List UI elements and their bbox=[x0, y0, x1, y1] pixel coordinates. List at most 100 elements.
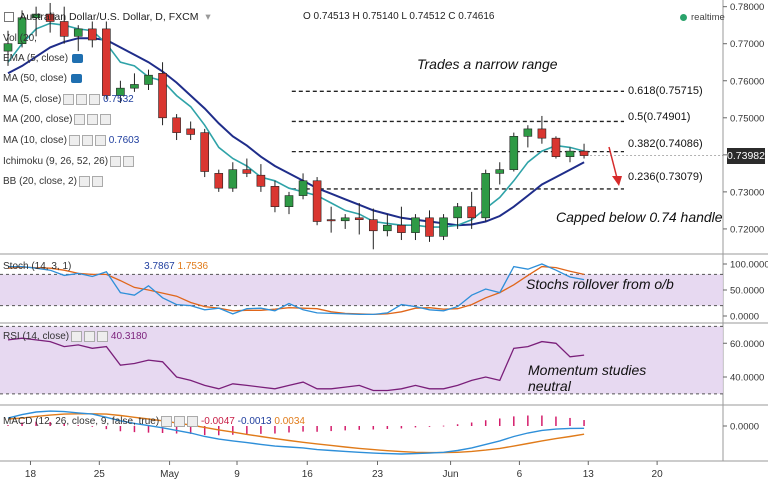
x-tick-label: 9 bbox=[234, 469, 240, 480]
macd-hist-bar bbox=[274, 426, 276, 434]
macd-hist-bar bbox=[344, 426, 346, 431]
indicator-ma200[interactable]: MA (200, close) bbox=[3, 114, 112, 126]
macd-signal-value: 0.0034 bbox=[274, 416, 305, 428]
macd-hist-bar bbox=[21, 422, 23, 426]
y-tick-label: 60.0000 bbox=[730, 339, 764, 350]
settings-icon[interactable] bbox=[161, 416, 173, 427]
candle-body bbox=[130, 84, 139, 89]
visibility-eye-icon[interactable] bbox=[70, 73, 82, 83]
candle-body bbox=[354, 217, 364, 220]
close-icon[interactable] bbox=[91, 176, 103, 187]
rsi-legend[interactable]: RSI (14, close) 40.3180 bbox=[3, 331, 147, 342]
candle-body bbox=[509, 136, 519, 170]
annotation-capped: Capped below 0.74 handle bbox=[556, 209, 723, 225]
macd-hist-bar bbox=[372, 426, 375, 430]
macd-hist-bar bbox=[91, 426, 94, 427]
macd-hist-bar bbox=[218, 426, 220, 436]
more-icon[interactable] bbox=[94, 135, 106, 146]
x-tick-label: 25 bbox=[94, 469, 106, 480]
y-tick-label: 0.72000 bbox=[730, 224, 764, 235]
close-icon[interactable] bbox=[87, 114, 99, 125]
candle-body bbox=[439, 217, 448, 237]
macd-hist-bar bbox=[484, 420, 487, 426]
indicator-ema[interactable]: EMA (5, close) bbox=[3, 53, 84, 64]
candle-body bbox=[467, 206, 476, 219]
candle-body bbox=[186, 128, 195, 135]
x-tick-label: 20 bbox=[652, 469, 664, 480]
candle-body bbox=[383, 224, 392, 232]
candle-body bbox=[256, 174, 266, 187]
candle-body bbox=[495, 169, 505, 174]
symbol-dropdown-icon[interactable]: ▾ bbox=[205, 11, 211, 23]
candle-body bbox=[144, 74, 153, 85]
macd-hist-bar bbox=[555, 416, 557, 426]
more-icon[interactable] bbox=[89, 94, 101, 105]
more-icon[interactable] bbox=[187, 416, 199, 427]
macd-label: MACD (12, 26, close, 9, false, true) bbox=[3, 416, 160, 428]
indicator-ichimoku[interactable]: Ichimoku (9, 26, 52, 26) bbox=[3, 156, 135, 167]
ohlc-readout: O 0.74513 H 0.75140 L 0.74512 C 0.74616 bbox=[303, 11, 495, 22]
settings-icon[interactable] bbox=[68, 135, 80, 146]
fib-label-0382: 0.382(0.74086) bbox=[628, 138, 703, 150]
candle-body bbox=[242, 169, 252, 174]
macd-hist-bar bbox=[161, 426, 164, 433]
candle-body bbox=[565, 150, 575, 157]
indicator-ma5-value: 0.7532 bbox=[103, 94, 134, 106]
macd-hist-bar bbox=[189, 426, 192, 434]
macd-hist-bar bbox=[7, 425, 9, 426]
realtime-dot-icon bbox=[680, 13, 687, 21]
y-tick-label: 0.0000 bbox=[730, 422, 759, 433]
indicator-ma5[interactable]: MA (5, close) 0.7532 bbox=[3, 94, 134, 105]
settings-icon[interactable] bbox=[78, 176, 90, 187]
close-icon[interactable] bbox=[81, 135, 93, 146]
visibility-eye-icon[interactable] bbox=[72, 53, 84, 63]
settings-icon[interactable] bbox=[110, 156, 122, 167]
indicator-vol[interactable]: Vol (20, bbox=[3, 33, 37, 44]
chart-title-row: Australian Dollar/U.S. Dollar, D, FXCM ▾ bbox=[4, 11, 211, 23]
more-icon[interactable] bbox=[97, 331, 109, 342]
rsi-line bbox=[7, 337, 585, 392]
macd-hist-bar bbox=[400, 426, 403, 429]
macd-hist-bar bbox=[119, 426, 122, 432]
collapse-icon[interactable] bbox=[4, 12, 14, 23]
x-tick-label: 13 bbox=[583, 469, 595, 480]
indicator-bb[interactable]: BB (20, close, 2) bbox=[3, 176, 103, 187]
indicator-ma10[interactable]: MA (10, close) 0.7603 bbox=[3, 135, 139, 146]
close-icon[interactable] bbox=[84, 331, 96, 342]
indicator-ma50[interactable]: MA (50, close) bbox=[3, 73, 82, 84]
macd-hist-bar bbox=[35, 421, 37, 426]
macd-hist-bar bbox=[358, 426, 360, 430]
x-tick-label: Jun bbox=[443, 469, 459, 480]
stoch-legend[interactable]: Stoch (14, 3, 1) 3.7867 1.7536 bbox=[3, 261, 208, 272]
x-tick-label: 18 bbox=[25, 469, 37, 480]
macd-hist-bar bbox=[246, 426, 248, 435]
macd-hist-value: -0.0047 bbox=[200, 416, 235, 428]
close-icon[interactable] bbox=[174, 416, 186, 427]
candle-body bbox=[45, 13, 55, 22]
candle-body bbox=[523, 128, 533, 137]
settings-icon[interactable] bbox=[71, 331, 83, 342]
candle-body bbox=[158, 73, 167, 119]
x-tick-label: 6 bbox=[517, 469, 523, 480]
candle-body bbox=[298, 180, 308, 196]
settings-icon[interactable] bbox=[63, 94, 75, 105]
close-icon[interactable] bbox=[123, 156, 135, 167]
indicator-ema-label: EMA (5, close) bbox=[3, 53, 69, 64]
realtime-label: realtime bbox=[691, 12, 725, 23]
indicator-ma10-value: 0.7603 bbox=[108, 135, 140, 147]
macd-legend[interactable]: MACD (12, 26, close, 9, false, true) -0.… bbox=[3, 416, 305, 427]
close-icon[interactable] bbox=[76, 94, 88, 105]
realtime-indicator: realtime bbox=[680, 12, 725, 23]
rsi-value: 40.3180 bbox=[110, 331, 148, 343]
macd-hist-bar bbox=[105, 426, 108, 430]
indicator-ma200-label: MA (200, close) bbox=[3, 114, 73, 126]
indicator-ma50-label: MA (50, close) bbox=[3, 73, 67, 84]
macd-hist-bar bbox=[527, 415, 529, 426]
candle-body bbox=[270, 186, 280, 207]
stoch-d-value: 1.7536 bbox=[177, 261, 209, 272]
macd-signal-line bbox=[7, 413, 585, 454]
more-icon[interactable] bbox=[100, 114, 112, 125]
x-tick-label: May bbox=[160, 469, 179, 480]
settings-icon[interactable] bbox=[74, 114, 86, 125]
